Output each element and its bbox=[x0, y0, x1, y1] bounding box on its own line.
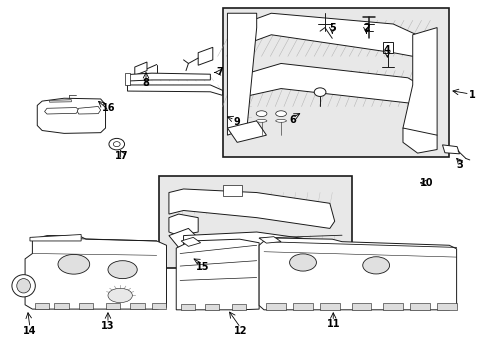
Text: 13: 13 bbox=[101, 321, 115, 331]
Polygon shape bbox=[402, 28, 436, 142]
Ellipse shape bbox=[108, 261, 137, 279]
Bar bbox=[266, 303, 285, 310]
Polygon shape bbox=[259, 237, 281, 243]
Text: 8: 8 bbox=[142, 78, 149, 88]
Text: 9: 9 bbox=[233, 117, 240, 127]
Bar bbox=[205, 304, 219, 310]
Bar bbox=[152, 303, 166, 309]
Polygon shape bbox=[77, 107, 101, 114]
Bar bbox=[159, 176, 351, 268]
Polygon shape bbox=[168, 214, 198, 235]
Ellipse shape bbox=[17, 279, 30, 293]
Polygon shape bbox=[383, 42, 392, 53]
Circle shape bbox=[109, 138, 124, 150]
Polygon shape bbox=[402, 128, 436, 153]
Text: 2: 2 bbox=[362, 23, 369, 33]
Ellipse shape bbox=[108, 288, 132, 303]
Bar bbox=[79, 303, 93, 309]
Polygon shape bbox=[168, 189, 334, 228]
Text: 3: 3 bbox=[456, 159, 463, 170]
Ellipse shape bbox=[256, 120, 266, 122]
Polygon shape bbox=[30, 234, 81, 241]
Text: 10: 10 bbox=[419, 178, 433, 188]
Polygon shape bbox=[125, 73, 130, 85]
Ellipse shape bbox=[362, 257, 389, 274]
Bar bbox=[35, 303, 49, 309]
Text: 7: 7 bbox=[216, 67, 223, 77]
Text: 14: 14 bbox=[23, 325, 37, 336]
Text: 1: 1 bbox=[468, 90, 475, 100]
Polygon shape bbox=[183, 232, 334, 253]
Ellipse shape bbox=[275, 120, 286, 122]
Bar bbox=[436, 303, 456, 310]
Polygon shape bbox=[227, 13, 256, 135]
Bar bbox=[293, 303, 312, 310]
Polygon shape bbox=[181, 237, 200, 246]
Text: 15: 15 bbox=[195, 262, 209, 272]
Polygon shape bbox=[44, 108, 79, 114]
Bar bbox=[130, 303, 144, 309]
Ellipse shape bbox=[12, 275, 35, 297]
Bar bbox=[320, 303, 339, 310]
Bar bbox=[383, 303, 402, 310]
Ellipse shape bbox=[289, 254, 316, 271]
Bar bbox=[232, 304, 245, 310]
Ellipse shape bbox=[256, 111, 266, 117]
Ellipse shape bbox=[58, 255, 89, 274]
Text: 11: 11 bbox=[326, 319, 339, 329]
Text: 4: 4 bbox=[383, 45, 390, 55]
Text: 6: 6 bbox=[288, 115, 295, 125]
Bar bbox=[222, 8, 448, 157]
Polygon shape bbox=[127, 73, 210, 81]
Polygon shape bbox=[232, 13, 431, 60]
Bar bbox=[105, 303, 120, 309]
Circle shape bbox=[113, 141, 120, 147]
Polygon shape bbox=[127, 85, 222, 95]
Bar bbox=[351, 303, 370, 310]
Polygon shape bbox=[232, 63, 431, 110]
Polygon shape bbox=[168, 228, 203, 253]
Polygon shape bbox=[49, 100, 71, 102]
Polygon shape bbox=[442, 145, 459, 154]
Polygon shape bbox=[25, 235, 166, 309]
Text: 17: 17 bbox=[115, 150, 128, 161]
Polygon shape bbox=[135, 62, 147, 75]
Ellipse shape bbox=[275, 111, 286, 117]
Circle shape bbox=[314, 88, 325, 96]
Polygon shape bbox=[198, 47, 212, 65]
Polygon shape bbox=[222, 185, 242, 196]
Polygon shape bbox=[259, 238, 456, 310]
Polygon shape bbox=[37, 98, 105, 134]
Polygon shape bbox=[227, 121, 266, 142]
Bar bbox=[54, 303, 69, 309]
Text: 5: 5 bbox=[328, 23, 335, 33]
Text: 12: 12 bbox=[233, 325, 247, 336]
Polygon shape bbox=[176, 239, 259, 310]
Bar bbox=[181, 304, 194, 310]
Text: 16: 16 bbox=[102, 103, 116, 113]
Bar bbox=[409, 303, 429, 310]
